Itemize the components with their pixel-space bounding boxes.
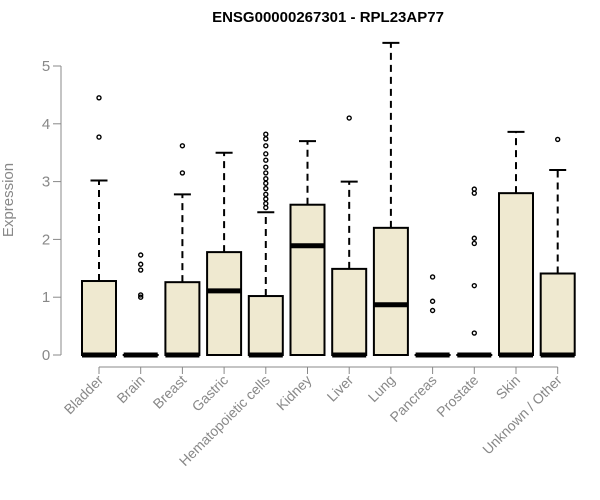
outlier-point — [471, 186, 477, 192]
x-tick-label: Prostate — [433, 372, 481, 420]
outlier-point — [137, 261, 144, 267]
outlier-point — [429, 307, 436, 314]
outlier-point — [263, 191, 269, 198]
y-tick-label: 2 — [42, 231, 50, 248]
outlier-point — [263, 176, 269, 182]
box-gastric — [206, 151, 243, 356]
box-rect — [331, 267, 368, 356]
outlier-point — [96, 134, 102, 140]
box-rect — [81, 280, 117, 356]
box-brain — [122, 252, 159, 358]
outlier-point — [263, 196, 269, 202]
x-tick-label: Brain — [113, 372, 147, 406]
x-tick-label: Lung — [365, 372, 398, 405]
y-axis: 0 1 2 3 4 5 — [42, 58, 62, 364]
outlier-point — [471, 235, 477, 241]
outlier-point — [429, 274, 436, 280]
x-tick-label: Skin — [493, 372, 524, 403]
box-rect — [247, 295, 284, 357]
box-lung — [372, 41, 409, 356]
box-hematopoietic-cells — [247, 131, 284, 358]
box-bladder — [81, 95, 117, 358]
y-tick-label: 0 — [42, 347, 50, 364]
box-rect — [206, 251, 243, 356]
outlier-point — [263, 136, 269, 142]
y-tick-label: 4 — [42, 116, 50, 133]
chart-title: ENSG00000267301 - RPL23AP77 — [212, 9, 444, 26]
outlier-point — [263, 185, 269, 192]
y-tick-label: 3 — [42, 174, 50, 191]
outlier-point — [179, 143, 186, 149]
x-tick-label: Kidney — [273, 372, 315, 414]
x-tick-label: Liver — [324, 372, 357, 405]
outlier-point — [263, 180, 269, 187]
outlier-point — [263, 151, 269, 157]
box-pancreas — [414, 274, 451, 358]
box-breast — [164, 143, 201, 358]
x-tick-label: Breast — [150, 372, 190, 412]
box-rect — [289, 203, 326, 356]
outlier-point — [137, 292, 144, 298]
outlier-point — [471, 240, 477, 247]
outlier-point — [137, 267, 144, 273]
outlier-point — [263, 200, 269, 207]
box-unknown-other — [539, 136, 576, 358]
outlier-point — [263, 164, 269, 170]
outlier-point — [471, 330, 477, 336]
outlier-point — [96, 95, 102, 101]
outlier-point — [179, 170, 186, 176]
outlier-point — [137, 252, 144, 258]
y-tick-label: 1 — [42, 289, 50, 306]
y-axis-label: Expression — [0, 163, 17, 237]
box-prostate — [456, 186, 493, 358]
box-rect — [164, 281, 201, 356]
box-liver — [331, 115, 368, 358]
box-skin — [498, 130, 534, 358]
outlier-point — [263, 170, 269, 176]
outlier-point — [346, 115, 352, 121]
outlier-point — [471, 282, 477, 289]
x-tick-label: Bladder — [61, 372, 107, 418]
x-tick-label: Unknown / Other — [479, 372, 565, 458]
box-kidney — [289, 140, 326, 356]
box-rect — [372, 226, 409, 356]
outlier-point — [263, 131, 269, 137]
outlier-point — [429, 298, 436, 304]
y-tick-label: 5 — [42, 58, 50, 75]
outlier-point — [555, 136, 561, 143]
box-rect — [498, 192, 534, 356]
outlier-point — [263, 157, 269, 163]
outlier-point — [137, 294, 144, 300]
box-rect — [539, 272, 576, 357]
box-series — [81, 41, 576, 358]
outlier-point — [263, 143, 269, 149]
